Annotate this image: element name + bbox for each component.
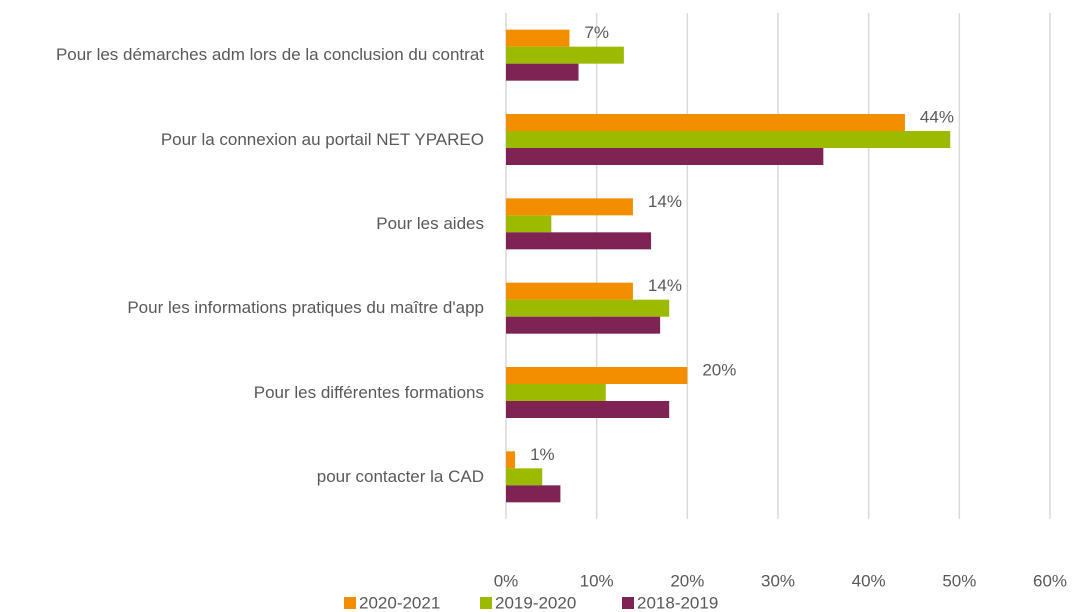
category-label-text: Pour les aides (376, 213, 484, 233)
category-label: Pour la connexion au portail NET YPAREO (160, 129, 484, 149)
bar (506, 299, 670, 317)
x-tick-label: 20% (670, 571, 704, 590)
category-label: Pour les différentes formations (253, 382, 484, 402)
bar (506, 198, 633, 216)
bar (506, 232, 652, 250)
legend-swatch (480, 597, 492, 609)
data-label: 44% (920, 107, 954, 126)
x-tick-label: 10% (580, 571, 614, 590)
x-tick-label: 60% (1033, 571, 1067, 590)
bar (506, 215, 552, 233)
bar (506, 29, 570, 47)
category-label: pour contacter la CAD (316, 466, 484, 486)
bar (506, 485, 561, 503)
data-label: 20% (702, 360, 736, 379)
x-tick-label: 50% (942, 571, 976, 590)
bar (506, 282, 633, 300)
bar (506, 114, 905, 131)
category-label: Pour les démarches adm lors de la conclu… (55, 45, 484, 65)
bar (506, 384, 606, 401)
legend-label: 2018-2019 (637, 593, 718, 612)
bar (506, 63, 579, 81)
bar (506, 451, 516, 469)
category-label: Pour les informations pratiques du maîtr… (127, 298, 484, 318)
data-label: 1% (530, 445, 555, 464)
category-label: Pour les aides (376, 213, 484, 233)
legend-label: 2020-2021 (359, 593, 440, 612)
bar (506, 468, 543, 486)
category-label-text: Pour les différentes formations (253, 382, 484, 402)
bar (506, 367, 688, 384)
x-tick-label: 30% (761, 571, 795, 590)
bar (506, 401, 670, 418)
data-label: 14% (648, 192, 682, 211)
legend-label: 2019-2020 (495, 593, 576, 612)
data-label: 14% (648, 276, 682, 295)
x-tick-label: 0% (494, 571, 519, 590)
bar (506, 131, 951, 148)
bar (506, 148, 824, 165)
category-label-text: Pour les démarches adm lors de la conclu… (55, 45, 484, 65)
x-tick-label: 40% (852, 571, 886, 590)
legend-swatch (344, 597, 356, 609)
data-label: 7% (584, 23, 609, 42)
bar (506, 46, 624, 64)
category-label-text: Pour la connexion au portail NET YPAREO (160, 129, 484, 149)
category-label-text: pour contacter la CAD (316, 466, 484, 486)
legend-swatch (622, 597, 634, 609)
category-label-text: Pour les informations pratiques du maîtr… (127, 298, 484, 318)
bar (506, 316, 661, 334)
